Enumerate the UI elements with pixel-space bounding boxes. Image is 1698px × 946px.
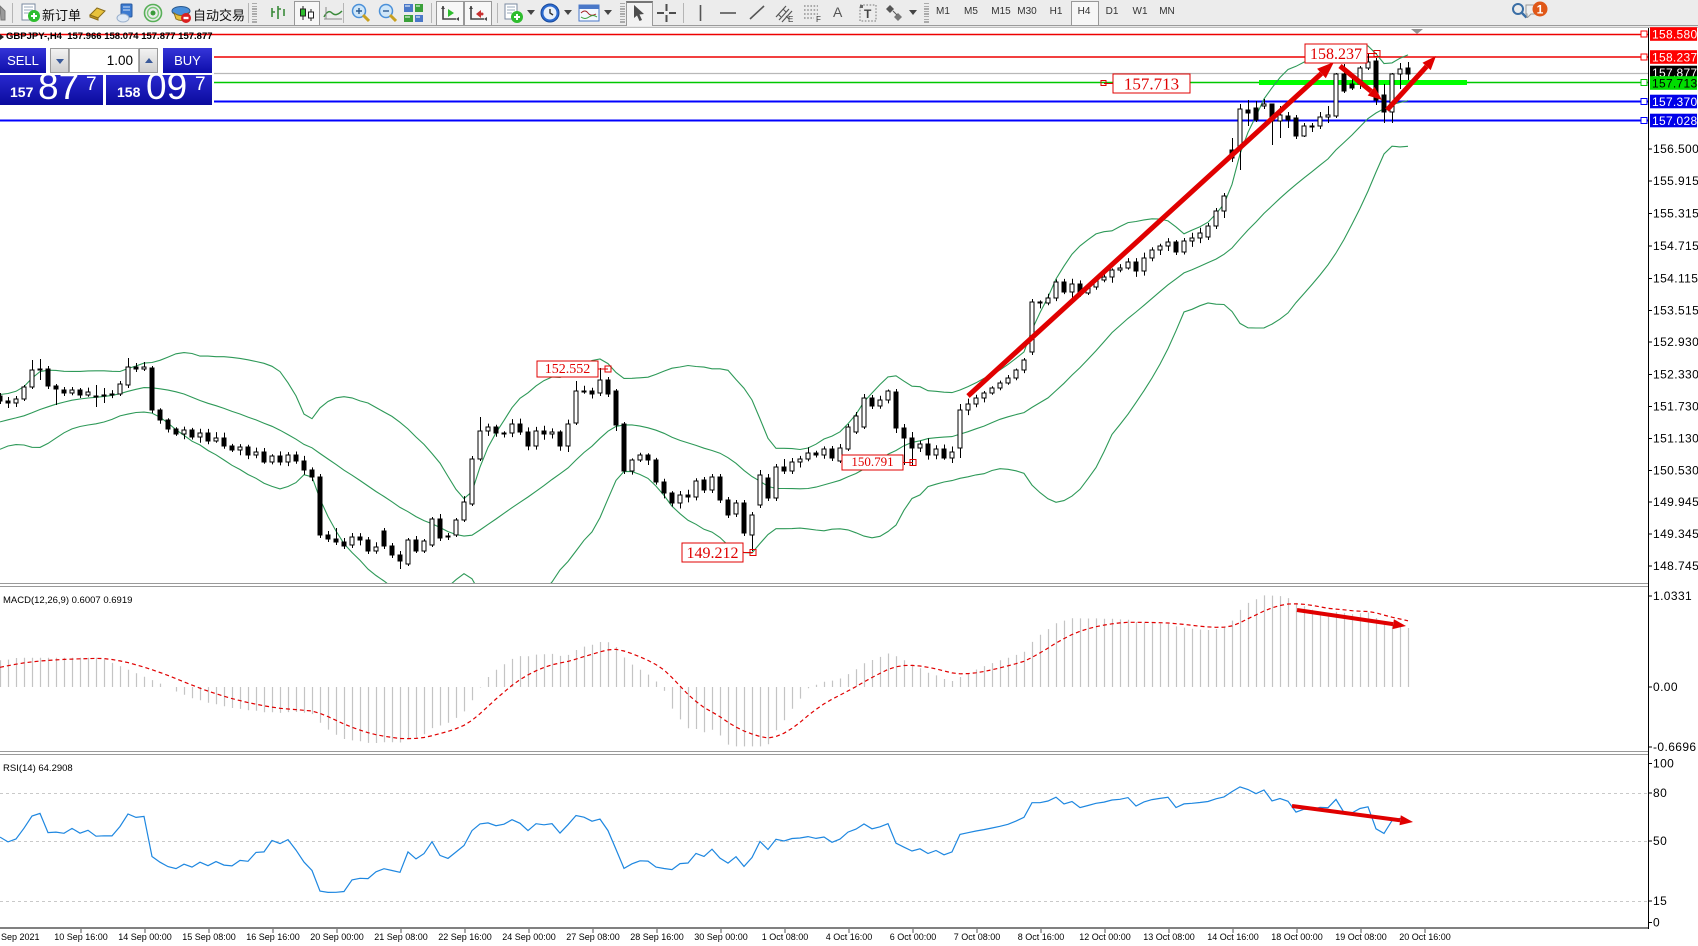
svg-text:157.713: 157.713 [1652,76,1698,90]
svg-text:30 Sep 00:00: 30 Sep 00:00 [694,932,748,942]
svg-text:50: 50 [1653,834,1667,848]
svg-text:158.237: 158.237 [1652,50,1698,64]
svg-text:150.530: 150.530 [1653,464,1698,478]
svg-text:13 Oct 08:00: 13 Oct 08:00 [1143,932,1195,942]
svg-text:20 Sep 00:00: 20 Sep 00:00 [310,932,364,942]
svg-text:MACD(12,26,9) 0.6007 0.6919: MACD(12,26,9) 0.6007 0.6919 [3,595,132,606]
svg-text:15 Sep 08:00: 15 Sep 08:00 [182,932,236,942]
svg-text:0: 0 [1653,916,1660,930]
svg-text:149.345: 149.345 [1653,527,1698,541]
svg-text:0.00: 0.00 [1653,680,1678,694]
svg-text:E: E [788,15,793,24]
svg-text:149.212: 149.212 [687,545,739,562]
svg-text:157.713: 157.713 [1124,75,1179,94]
svg-text:7 Oct 08:00: 7 Oct 08:00 [954,932,1001,942]
svg-text:157.028: 157.028 [1652,114,1698,128]
svg-text:155.315: 155.315 [1653,207,1698,221]
svg-text:6 Oct 00:00: 6 Oct 00:00 [890,932,937,942]
svg-text:1.0331: 1.0331 [1653,589,1692,603]
svg-text:15: 15 [1653,894,1667,908]
svg-text:158.580: 158.580 [1652,27,1698,41]
svg-text:28 Sep 16:00: 28 Sep 16:00 [630,932,684,942]
svg-text:155.915: 155.915 [1653,174,1698,188]
svg-text:151.130: 151.130 [1653,432,1698,446]
svg-text:148.745: 148.745 [1653,559,1698,573]
svg-text:152.552: 152.552 [545,362,591,377]
svg-text:RSI(14) 64.2908: RSI(14) 64.2908 [3,763,73,774]
svg-text:-0.6696: -0.6696 [1653,740,1697,754]
svg-text:149.945: 149.945 [1653,495,1698,509]
svg-text:154.115: 154.115 [1653,272,1698,286]
svg-text:153.515: 153.515 [1653,304,1698,318]
svg-text:8 Oct 16:00: 8 Oct 16:00 [1018,932,1065,942]
svg-text:24 Sep 00:00: 24 Sep 00:00 [502,932,556,942]
svg-text:156.500: 156.500 [1653,142,1698,156]
svg-text:152.330: 152.330 [1653,368,1698,382]
svg-text:Sep 2021: Sep 2021 [1,932,40,942]
svg-text:21 Sep 08:00: 21 Sep 08:00 [374,932,428,942]
svg-text:F: F [816,15,821,24]
svg-text:18 Oct 00:00: 18 Oct 00:00 [1271,932,1323,942]
svg-text:27 Sep 08:00: 27 Sep 08:00 [566,932,620,942]
svg-text:1 Oct 08:00: 1 Oct 08:00 [762,932,809,942]
svg-text:14 Oct 16:00: 14 Oct 16:00 [1207,932,1259,942]
svg-text:158.237: 158.237 [1310,46,1362,63]
svg-text:14 Sep 00:00: 14 Sep 00:00 [118,932,172,942]
svg-text:19 Oct 08:00: 19 Oct 08:00 [1335,932,1387,942]
svg-text:T: T [864,7,872,21]
svg-text:157.370: 157.370 [1652,95,1698,109]
svg-text:154.715: 154.715 [1653,239,1698,253]
svg-text:1: 1 [1537,3,1544,17]
svg-text:10 Sep 16:00: 10 Sep 16:00 [54,932,108,942]
svg-text:150.791: 150.791 [851,454,893,469]
svg-text:80: 80 [1653,786,1667,800]
svg-text:152.930: 152.930 [1653,335,1698,349]
svg-text:22 Sep 16:00: 22 Sep 16:00 [438,932,492,942]
svg-text:20 Oct 16:00: 20 Oct 16:00 [1399,932,1451,942]
svg-text:16 Sep 16:00: 16 Sep 16:00 [246,932,300,942]
svg-text:151.730: 151.730 [1653,400,1698,414]
svg-text:12 Oct 00:00: 12 Oct 00:00 [1079,932,1131,942]
svg-text:100: 100 [1653,757,1674,771]
svg-text:4 Oct 16:00: 4 Oct 16:00 [826,932,873,942]
